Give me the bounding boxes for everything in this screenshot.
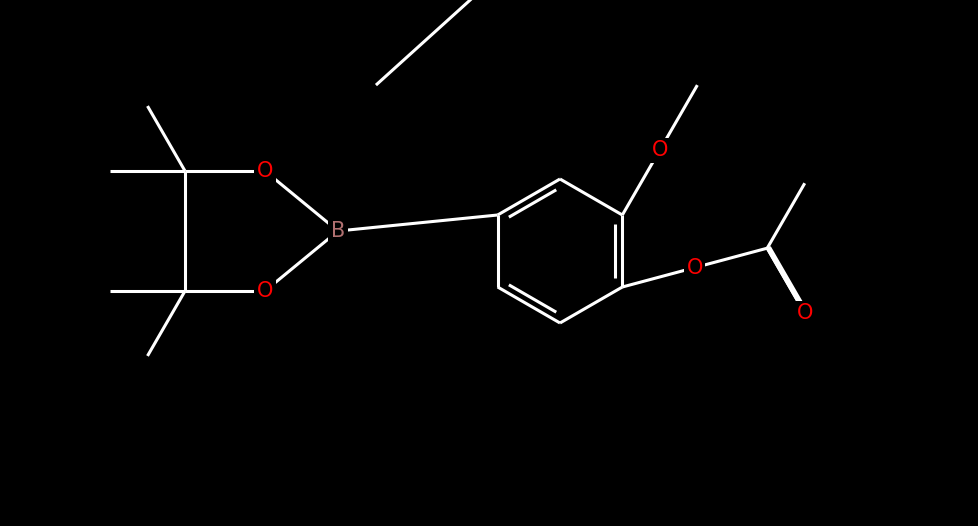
Text: O: O xyxy=(686,258,702,278)
Text: O: O xyxy=(256,281,273,301)
Text: O: O xyxy=(256,161,273,181)
Text: B: B xyxy=(331,221,345,241)
Text: O: O xyxy=(796,303,812,323)
Text: O: O xyxy=(651,140,667,160)
